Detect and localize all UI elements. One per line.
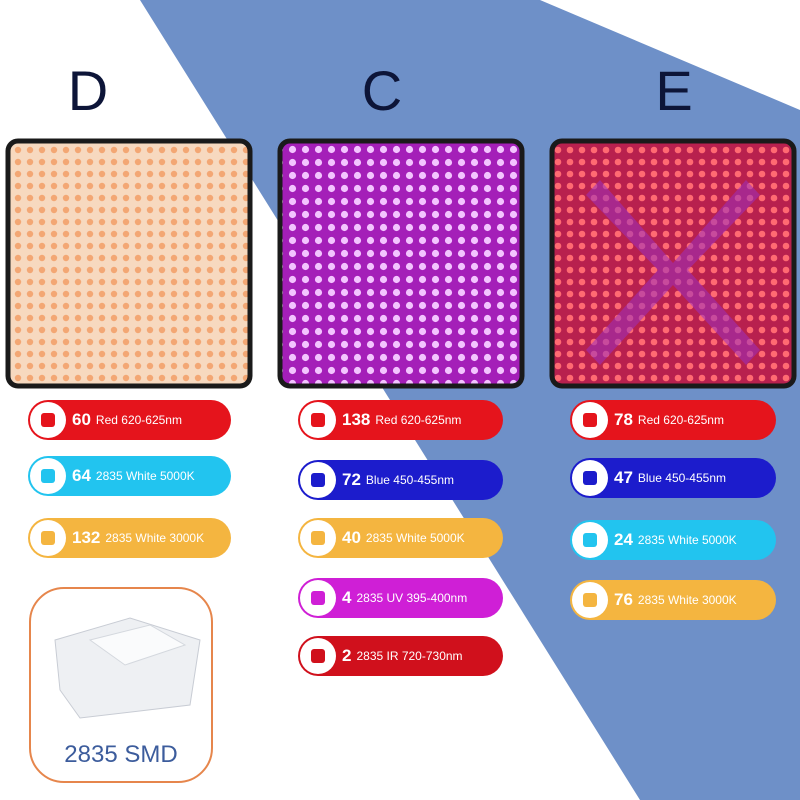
led-count: 132 <box>72 528 101 547</box>
led-desc: 2835 White 5000K <box>95 469 195 483</box>
led-desc: 2835 IR 720-730nm <box>356 649 463 663</box>
led-dot <box>583 413 597 427</box>
smd-lens <box>88 624 187 666</box>
panel-d <box>5 138 253 389</box>
led-dot <box>583 533 597 547</box>
led-desc: 2835 White 5000K <box>365 531 465 545</box>
led-desc: 2835 White 3000K <box>105 531 205 545</box>
led-desc: 2835 White 5000K <box>637 533 737 547</box>
led-desc: Red 620-625nm <box>95 413 182 427</box>
led-icon <box>300 638 336 674</box>
led-count: 4 <box>342 588 352 607</box>
led-pill: 76 2835 White 3000K <box>570 580 776 620</box>
led-pill: 40 2835 White 5000K <box>298 518 503 558</box>
led-dot <box>311 473 325 487</box>
led-desc: Blue 450-455nm <box>365 473 454 487</box>
led-count: 72 <box>342 470 361 489</box>
led-dot <box>311 591 325 605</box>
led-pill: 60 Red 620-625nm <box>28 400 231 440</box>
led-pill: 24 2835 White 5000K <box>570 520 776 560</box>
led-count: 138 <box>342 410 371 429</box>
panel-label: C <box>361 59 403 122</box>
led-pill: 78 Red 620-625nm <box>570 400 776 440</box>
led-pill: 64 2835 White 5000K <box>28 456 231 496</box>
led-icon <box>30 520 66 556</box>
led-desc: Blue 450-455nm <box>637 471 726 485</box>
led-dot <box>41 469 55 483</box>
led-dot <box>41 413 55 427</box>
panel-e-pattern <box>586 180 760 365</box>
led-count: 24 <box>614 530 633 549</box>
led-icon <box>300 462 336 498</box>
led-icon <box>30 458 66 494</box>
led-icon <box>572 460 608 496</box>
led-pill: 2 2835 IR 720-730nm <box>298 636 503 676</box>
panel-c <box>277 138 525 389</box>
led-count: 60 <box>72 410 91 429</box>
led-icon <box>572 402 608 438</box>
led-count: 2 <box>342 646 352 665</box>
led-pill: 47 Blue 450-455nm <box>570 458 776 498</box>
led-icon <box>300 520 336 556</box>
led-pill: 4 2835 UV 395-400nm <box>298 578 503 618</box>
led-count: 47 <box>614 468 633 487</box>
led-pill: 138 Red 620-625nm <box>298 400 503 440</box>
led-desc: Red 620-625nm <box>637 413 724 427</box>
led-icon <box>300 402 336 438</box>
led-icon <box>572 582 608 618</box>
led-dot <box>583 471 597 485</box>
led-icon <box>572 522 608 558</box>
led-count: 64 <box>72 466 91 485</box>
smd-label: 2835 SMD <box>64 741 177 768</box>
led-desc: Red 620-625nm <box>375 413 462 427</box>
led-pill: 132 2835 White 3000K <box>28 518 231 558</box>
led-dot <box>311 413 325 427</box>
led-count: 78 <box>614 410 633 429</box>
led-icon <box>300 580 336 616</box>
led-dot <box>311 649 325 663</box>
panel-label: E <box>655 59 693 122</box>
panel-label: D <box>67 59 109 122</box>
led-dot <box>583 593 597 607</box>
led-desc: 2835 White 3000K <box>637 593 737 607</box>
led-dot <box>41 531 55 545</box>
led-pill: 72 Blue 450-455nm <box>298 460 503 500</box>
led-dot <box>311 531 325 545</box>
led-icon <box>30 402 66 438</box>
led-count: 40 <box>342 528 361 547</box>
led-count: 76 <box>614 590 633 609</box>
led-desc: 2835 UV 395-400nm <box>356 591 468 605</box>
